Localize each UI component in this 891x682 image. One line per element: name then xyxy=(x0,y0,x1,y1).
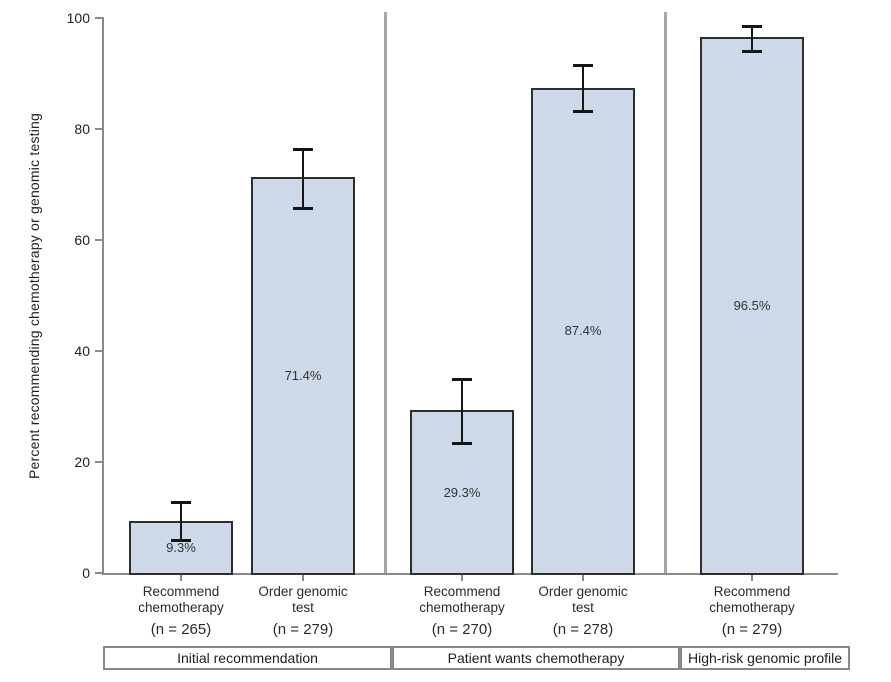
x-axis-category-label: Order genomic test xyxy=(233,584,373,616)
x-axis-category-line: Recommend xyxy=(423,584,501,599)
error-bar-cap-top xyxy=(742,25,762,29)
error-bar-cap-bottom xyxy=(573,110,593,114)
y-tick-mark xyxy=(95,461,102,463)
error-bar-cap-top xyxy=(452,377,472,381)
x-tick-mark xyxy=(302,575,304,581)
error-bar-line xyxy=(302,148,304,208)
error-bar-line xyxy=(582,65,584,112)
x-axis-category-line: Recommend xyxy=(142,584,220,599)
group-divider-line xyxy=(384,12,387,573)
error-bar-cap-top xyxy=(573,64,593,68)
bar xyxy=(531,87,635,575)
y-axis-line xyxy=(102,17,104,574)
bar-value-label: 9.3% xyxy=(166,540,196,556)
y-tick-label: 0 xyxy=(82,565,90,581)
group-label-box: High-risk genomic profile xyxy=(680,646,850,670)
x-axis-n-label: (n = 279) xyxy=(272,621,334,638)
x-axis-category-line: Recommend xyxy=(713,584,791,599)
x-axis-category-line: Order genomic xyxy=(258,584,348,599)
bar-value-label: 96.5% xyxy=(733,298,771,314)
error-bar-cap-bottom xyxy=(452,441,472,445)
bar-value-label: 29.3% xyxy=(443,484,481,500)
x-axis-n-label: (n = 265) xyxy=(150,621,212,638)
bar-value-label: 71.4% xyxy=(284,367,322,383)
error-bar-line xyxy=(751,26,753,51)
x-axis-category-label: Recommend chemotherapy xyxy=(392,584,532,616)
group-label-box: Patient wants chemotherapy xyxy=(392,646,680,670)
x-axis-category-line: Order genomic xyxy=(538,584,628,599)
y-tick-mark xyxy=(95,17,102,19)
x-axis-n-label: (n = 270) xyxy=(431,621,493,638)
y-tick-mark xyxy=(95,572,102,574)
error-bar-cap-top xyxy=(171,500,191,504)
group-label-box: Initial recommendation xyxy=(103,646,392,670)
x-axis-n-label: (n = 278) xyxy=(552,621,614,638)
group-divider-line xyxy=(664,12,667,573)
x-axis-category-line: test xyxy=(292,600,314,615)
y-tick-label: 40 xyxy=(74,343,90,359)
y-tick-mark xyxy=(95,239,102,241)
y-tick-mark xyxy=(95,350,102,352)
x-axis-category-line: chemotherapy xyxy=(419,600,505,615)
x-axis-n-label: (n = 279) xyxy=(721,621,783,638)
x-axis-category-line: chemotherapy xyxy=(709,600,795,615)
x-axis-category-line: test xyxy=(572,600,594,615)
y-axis-title: Percent recommending chemotherapy or gen… xyxy=(26,112,42,479)
error-bar-cap-bottom xyxy=(742,49,762,53)
error-bar-cap-top xyxy=(293,147,313,151)
y-tick-label: 20 xyxy=(74,454,90,470)
error-bar-cap-bottom xyxy=(171,539,191,543)
bar-value-label: 87.4% xyxy=(564,323,602,339)
y-tick-label: 100 xyxy=(66,10,90,26)
error-bar-line xyxy=(180,501,182,541)
x-tick-mark xyxy=(180,575,182,581)
x-tick-mark xyxy=(461,575,463,581)
y-tick-mark xyxy=(95,128,102,130)
bar xyxy=(251,176,355,575)
x-tick-mark xyxy=(751,575,753,581)
bar xyxy=(700,37,804,575)
x-axis-category-line: chemotherapy xyxy=(138,600,224,615)
y-tick-label: 60 xyxy=(74,232,90,248)
y-tick-label: 80 xyxy=(74,121,90,137)
x-axis-category-label: Recommend chemotherapy xyxy=(111,584,251,616)
error-bar-cap-bottom xyxy=(293,206,313,210)
x-tick-mark xyxy=(582,575,584,581)
error-bar-line xyxy=(461,378,463,443)
x-axis-category-label: Recommend chemotherapy xyxy=(682,584,822,616)
x-axis-category-label: Order genomic test xyxy=(513,584,653,616)
